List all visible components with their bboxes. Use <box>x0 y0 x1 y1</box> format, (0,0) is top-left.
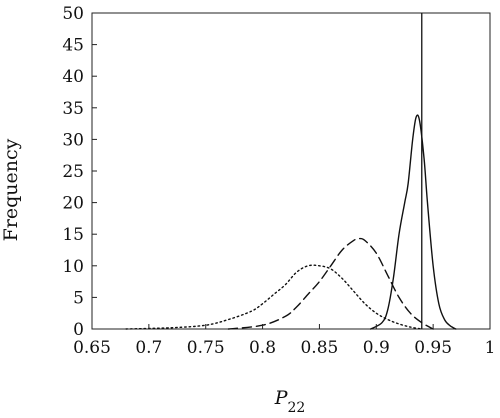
series-dashed-line <box>227 237 434 330</box>
y-tick-label: 35 <box>62 99 84 119</box>
x-tick-label: 0.95 <box>414 338 452 358</box>
x-axis-title-main: P <box>274 387 289 409</box>
x-tick-label: 0.65 <box>73 338 111 358</box>
x-axis-title-subscript: 22 <box>287 400 305 416</box>
x-axis-title: P22 <box>274 387 306 416</box>
y-tick-label: 10 <box>62 257 84 277</box>
x-tick-label: 0.8 <box>249 338 276 358</box>
series-dotted-line <box>125 264 423 330</box>
plot-area <box>91 12 491 330</box>
series-solid-line <box>369 114 457 330</box>
y-tick-label: 30 <box>62 130 84 150</box>
y-tick-label: 50 <box>62 4 84 24</box>
x-tick-label: 0.7 <box>135 338 162 358</box>
y-tick-label: 45 <box>62 36 84 56</box>
x-tick-label: 1 <box>485 338 496 358</box>
y-tick-label: 15 <box>62 225 84 245</box>
x-tick-label: 0.75 <box>187 338 225 358</box>
y-axis-title: Frequency <box>0 138 22 241</box>
y-tick-label: 20 <box>62 194 84 214</box>
y-tick-label: 25 <box>62 162 84 182</box>
y-tick-label: 40 <box>62 67 84 87</box>
ticks-layer: 0.65 0.7 0.75 0.8 0.85 0.9 0.95 105101520253035… <box>62 4 495 358</box>
series-layer <box>125 13 457 330</box>
y-tick-label: 0 <box>73 320 84 340</box>
plot-frame <box>91 12 491 330</box>
x-tick-label: 0.9 <box>363 338 390 358</box>
x-tick-label: 0.85 <box>300 338 338 358</box>
y-tick-label: 5 <box>73 288 84 308</box>
